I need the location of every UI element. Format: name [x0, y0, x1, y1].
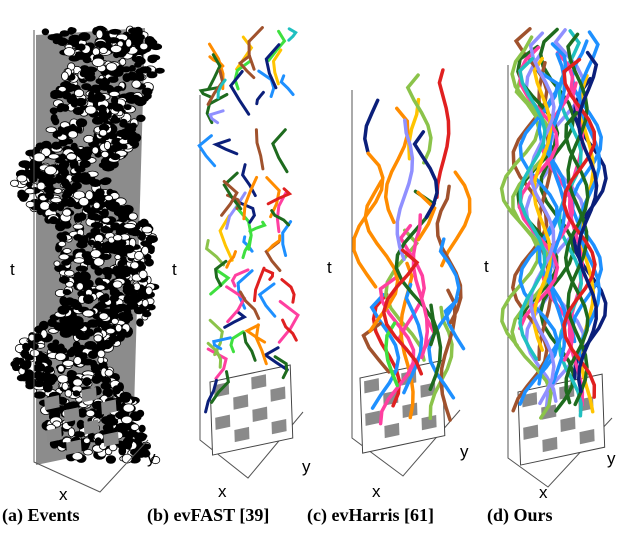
axis-label-t-a: t — [10, 260, 15, 279]
caption-d: (d) Ours — [487, 505, 553, 525]
checkerboard-a — [44, 387, 119, 455]
axis-label-x-a: x — [59, 485, 68, 500]
axis-label-x-d: x — [539, 483, 548, 500]
axis-label-t-d: t — [484, 257, 489, 276]
axis-label-x-b: x — [218, 482, 227, 500]
caption-a: (a) Events — [2, 505, 80, 525]
panel-c-evharris: t x y — [327, 68, 472, 500]
axis-label-y-b: y — [302, 457, 311, 476]
axis-lines-b — [199, 95, 304, 479]
axis-label-y-a: y — [147, 448, 156, 467]
axis-lines-c — [351, 90, 461, 477]
axis-lines-a — [33, 30, 149, 493]
checkerboard-d — [517, 373, 606, 466]
panel-d-ours: t x y — [484, 27, 616, 500]
feature-tracks-d — [499, 27, 608, 420]
checkerboard-b — [209, 364, 294, 456]
caption-c: (c) evHarris [61] — [307, 505, 434, 525]
axis-label-y-c: y — [460, 442, 469, 461]
event-cloud — [9, 25, 165, 465]
axis-label-y-d: y — [607, 449, 616, 468]
axis-label-t-b: t — [172, 260, 177, 279]
figure-panels: t x y t x y t x y t x y — [9, 25, 616, 500]
caption-b: (b) evFAST [39] — [147, 505, 270, 525]
axis-label-t-c: t — [327, 258, 332, 277]
feature-tracks-b — [197, 26, 300, 414]
panel-b-evfast: t x y — [172, 26, 311, 500]
panel-a-events: t x y — [9, 25, 165, 500]
feature-tracks-c — [352, 68, 472, 426]
axis-label-x-c: x — [372, 482, 381, 500]
